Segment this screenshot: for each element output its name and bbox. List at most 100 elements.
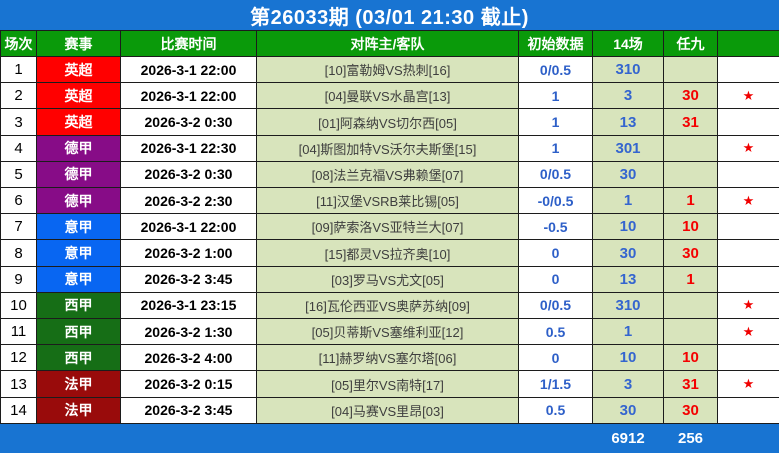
match-row: 1 英超 2026-3-1 22:00 [10]富勒姆VS热刺[16] 0/0.5 310	[0, 55, 779, 84]
teams-cell: [05]里尔VS南特[17]	[256, 370, 519, 398]
star-icon: ★	[717, 370, 779, 398]
pool14-cell: 310	[592, 291, 664, 320]
star-icon: ★	[717, 134, 779, 162]
initial-odds-cell: 0.5	[518, 396, 593, 425]
footer-row: 6912 256	[0, 423, 779, 453]
col-header-match-time: 比赛时间	[120, 30, 257, 57]
match-no-cell: 4	[0, 134, 37, 162]
pool14-cell: 10	[592, 344, 664, 372]
ren9-cell	[663, 291, 718, 320]
ren9-cell: 30	[663, 396, 718, 425]
match-row: 10 西甲 2026-3-1 23:15 [16]瓦伦西亚VS奥萨苏纳[09] 0/0.…	[0, 291, 779, 320]
star-cell	[717, 213, 779, 241]
league-badge: 英超	[36, 108, 121, 136]
initial-odds-cell: 0.5	[518, 318, 593, 346]
star-icon: ★	[717, 291, 779, 320]
league-badge: 法甲	[36, 396, 121, 425]
ren9-cell: 31	[663, 370, 718, 398]
pool14-cell: 310	[592, 55, 664, 84]
star-cell	[717, 265, 779, 293]
match-no-cell: 14	[0, 396, 37, 425]
ren9-cell	[663, 318, 718, 346]
league-badge: 德甲	[36, 134, 121, 162]
initial-odds-cell: 1	[518, 134, 593, 162]
col-header-initial: 初始数据	[518, 30, 593, 57]
match-no-cell: 1	[0, 55, 37, 84]
star-cell	[717, 160, 779, 189]
star-cell	[717, 344, 779, 372]
match-row: 14 法甲 2026-3-2 3:45 [04]马赛VS里昂[03] 0.5 30 30	[0, 396, 779, 425]
match-no-cell: 8	[0, 239, 37, 267]
match-time-cell: 2026-3-2 0:15	[120, 370, 257, 398]
match-row: 7 意甲 2026-3-1 22:00 [09]萨索洛VS亚特兰大[07] -0.5 10…	[0, 213, 779, 241]
footer-spacer-right	[717, 423, 779, 453]
teams-cell: [16]瓦伦西亚VS奥萨苏纳[09]	[256, 291, 519, 320]
initial-odds-cell: 0/0.5	[518, 160, 593, 189]
initial-odds-cell: 0	[518, 344, 593, 372]
match-time-cell: 2026-3-1 22:00	[120, 213, 257, 241]
match-row: 9 意甲 2026-3-2 3:45 [03]罗马VS尤文[05] 0 13 1	[0, 265, 779, 293]
teams-cell: [09]萨索洛VS亚特兰大[07]	[256, 213, 519, 241]
match-table-body: 1 英超 2026-3-1 22:00 [10]富勒姆VS热刺[16] 0/0.5 310…	[0, 55, 779, 425]
match-row: 13 法甲 2026-3-2 0:15 [05]里尔VS南特[17] 1/1.5 3 31 ★	[0, 370, 779, 398]
match-row: 3 英超 2026-3-2 0:30 [01]阿森纳VS切尔西[05] 1 13 31	[0, 108, 779, 136]
teams-cell: [04]马赛VS里昂[03]	[256, 396, 519, 425]
teams-cell: [11]赫罗纳VS塞尔塔[06]	[256, 344, 519, 372]
teams-cell: [03]罗马VS尤文[05]	[256, 265, 519, 293]
league-badge: 西甲	[36, 291, 121, 320]
match-row: 8 意甲 2026-3-2 1:00 [15]都灵VS拉齐奥[10] 0 30 30	[0, 239, 779, 267]
initial-odds-cell: 0/0.5	[518, 291, 593, 320]
match-no-cell: 11	[0, 318, 37, 346]
header-row: 场次 赛事 比赛时间 对阵主/客队 初始数据 14场 任九	[0, 30, 779, 57]
ren9-cell: 30	[663, 239, 718, 267]
pool14-cell: 30	[592, 396, 664, 425]
footer-total-ren9: 256	[663, 423, 718, 453]
period-title: 第26033期 (03/01 21:30 截止)	[250, 6, 529, 29]
initial-odds-cell: 1	[518, 82, 593, 110]
league-badge: 西甲	[36, 318, 121, 346]
match-no-cell: 9	[0, 265, 37, 293]
match-time-cell: 2026-3-2 3:45	[120, 396, 257, 425]
col-header-ren9: 任九	[663, 30, 718, 57]
pool14-cell: 13	[592, 108, 664, 136]
match-row: 12 西甲 2026-3-2 4:00 [11]赫罗纳VS塞尔塔[06] 0 10 10	[0, 344, 779, 372]
match-no-cell: 2	[0, 82, 37, 110]
match-time-cell: 2026-3-2 0:30	[120, 108, 257, 136]
col-header-star	[717, 30, 779, 57]
match-table: 场次 赛事 比赛时间 对阵主/客队 初始数据 14场 任九 1 英超 2026-3-…	[0, 30, 779, 453]
pool14-cell: 1	[592, 187, 664, 215]
ren9-cell	[663, 160, 718, 189]
teams-cell: [10]富勒姆VS热刺[16]	[256, 55, 519, 84]
pool14-cell: 1	[592, 318, 664, 346]
match-row: 4 德甲 2026-3-1 22:30 [04]斯图加特VS沃尔夫斯堡[15] 1 301…	[0, 134, 779, 162]
match-time-cell: 2026-3-2 3:45	[120, 265, 257, 293]
initial-odds-cell: -0/0.5	[518, 187, 593, 215]
match-no-cell: 12	[0, 344, 37, 372]
league-badge: 西甲	[36, 344, 121, 372]
match-time-cell: 2026-3-1 22:00	[120, 55, 257, 84]
teams-cell: [01]阿森纳VS切尔西[05]	[256, 108, 519, 136]
teams-cell: [05]贝蒂斯VS塞维利亚[12]	[256, 318, 519, 346]
star-cell	[717, 396, 779, 425]
col-header-pool14: 14场	[592, 30, 664, 57]
match-no-cell: 13	[0, 370, 37, 398]
initial-odds-cell: 0	[518, 239, 593, 267]
teams-cell: [08]法兰克福VS弗赖堡[07]	[256, 160, 519, 189]
league-badge: 德甲	[36, 160, 121, 189]
col-header-league: 赛事	[36, 30, 121, 57]
league-badge: 英超	[36, 82, 121, 110]
star-icon: ★	[717, 187, 779, 215]
initial-odds-cell: -0.5	[518, 213, 593, 241]
star-icon: ★	[717, 318, 779, 346]
ren9-cell: 1	[663, 265, 718, 293]
ren9-cell	[663, 55, 718, 84]
col-header-teams: 对阵主/客队	[256, 30, 519, 57]
match-time-cell: 2026-3-2 1:00	[120, 239, 257, 267]
ren9-cell	[663, 134, 718, 162]
ren9-cell: 10	[663, 213, 718, 241]
table-footer: 6912 256	[0, 423, 779, 453]
league-badge: 德甲	[36, 187, 121, 215]
pool14-cell: 3	[592, 370, 664, 398]
col-header-match-no: 场次	[0, 30, 37, 57]
ren9-cell: 30	[663, 82, 718, 110]
